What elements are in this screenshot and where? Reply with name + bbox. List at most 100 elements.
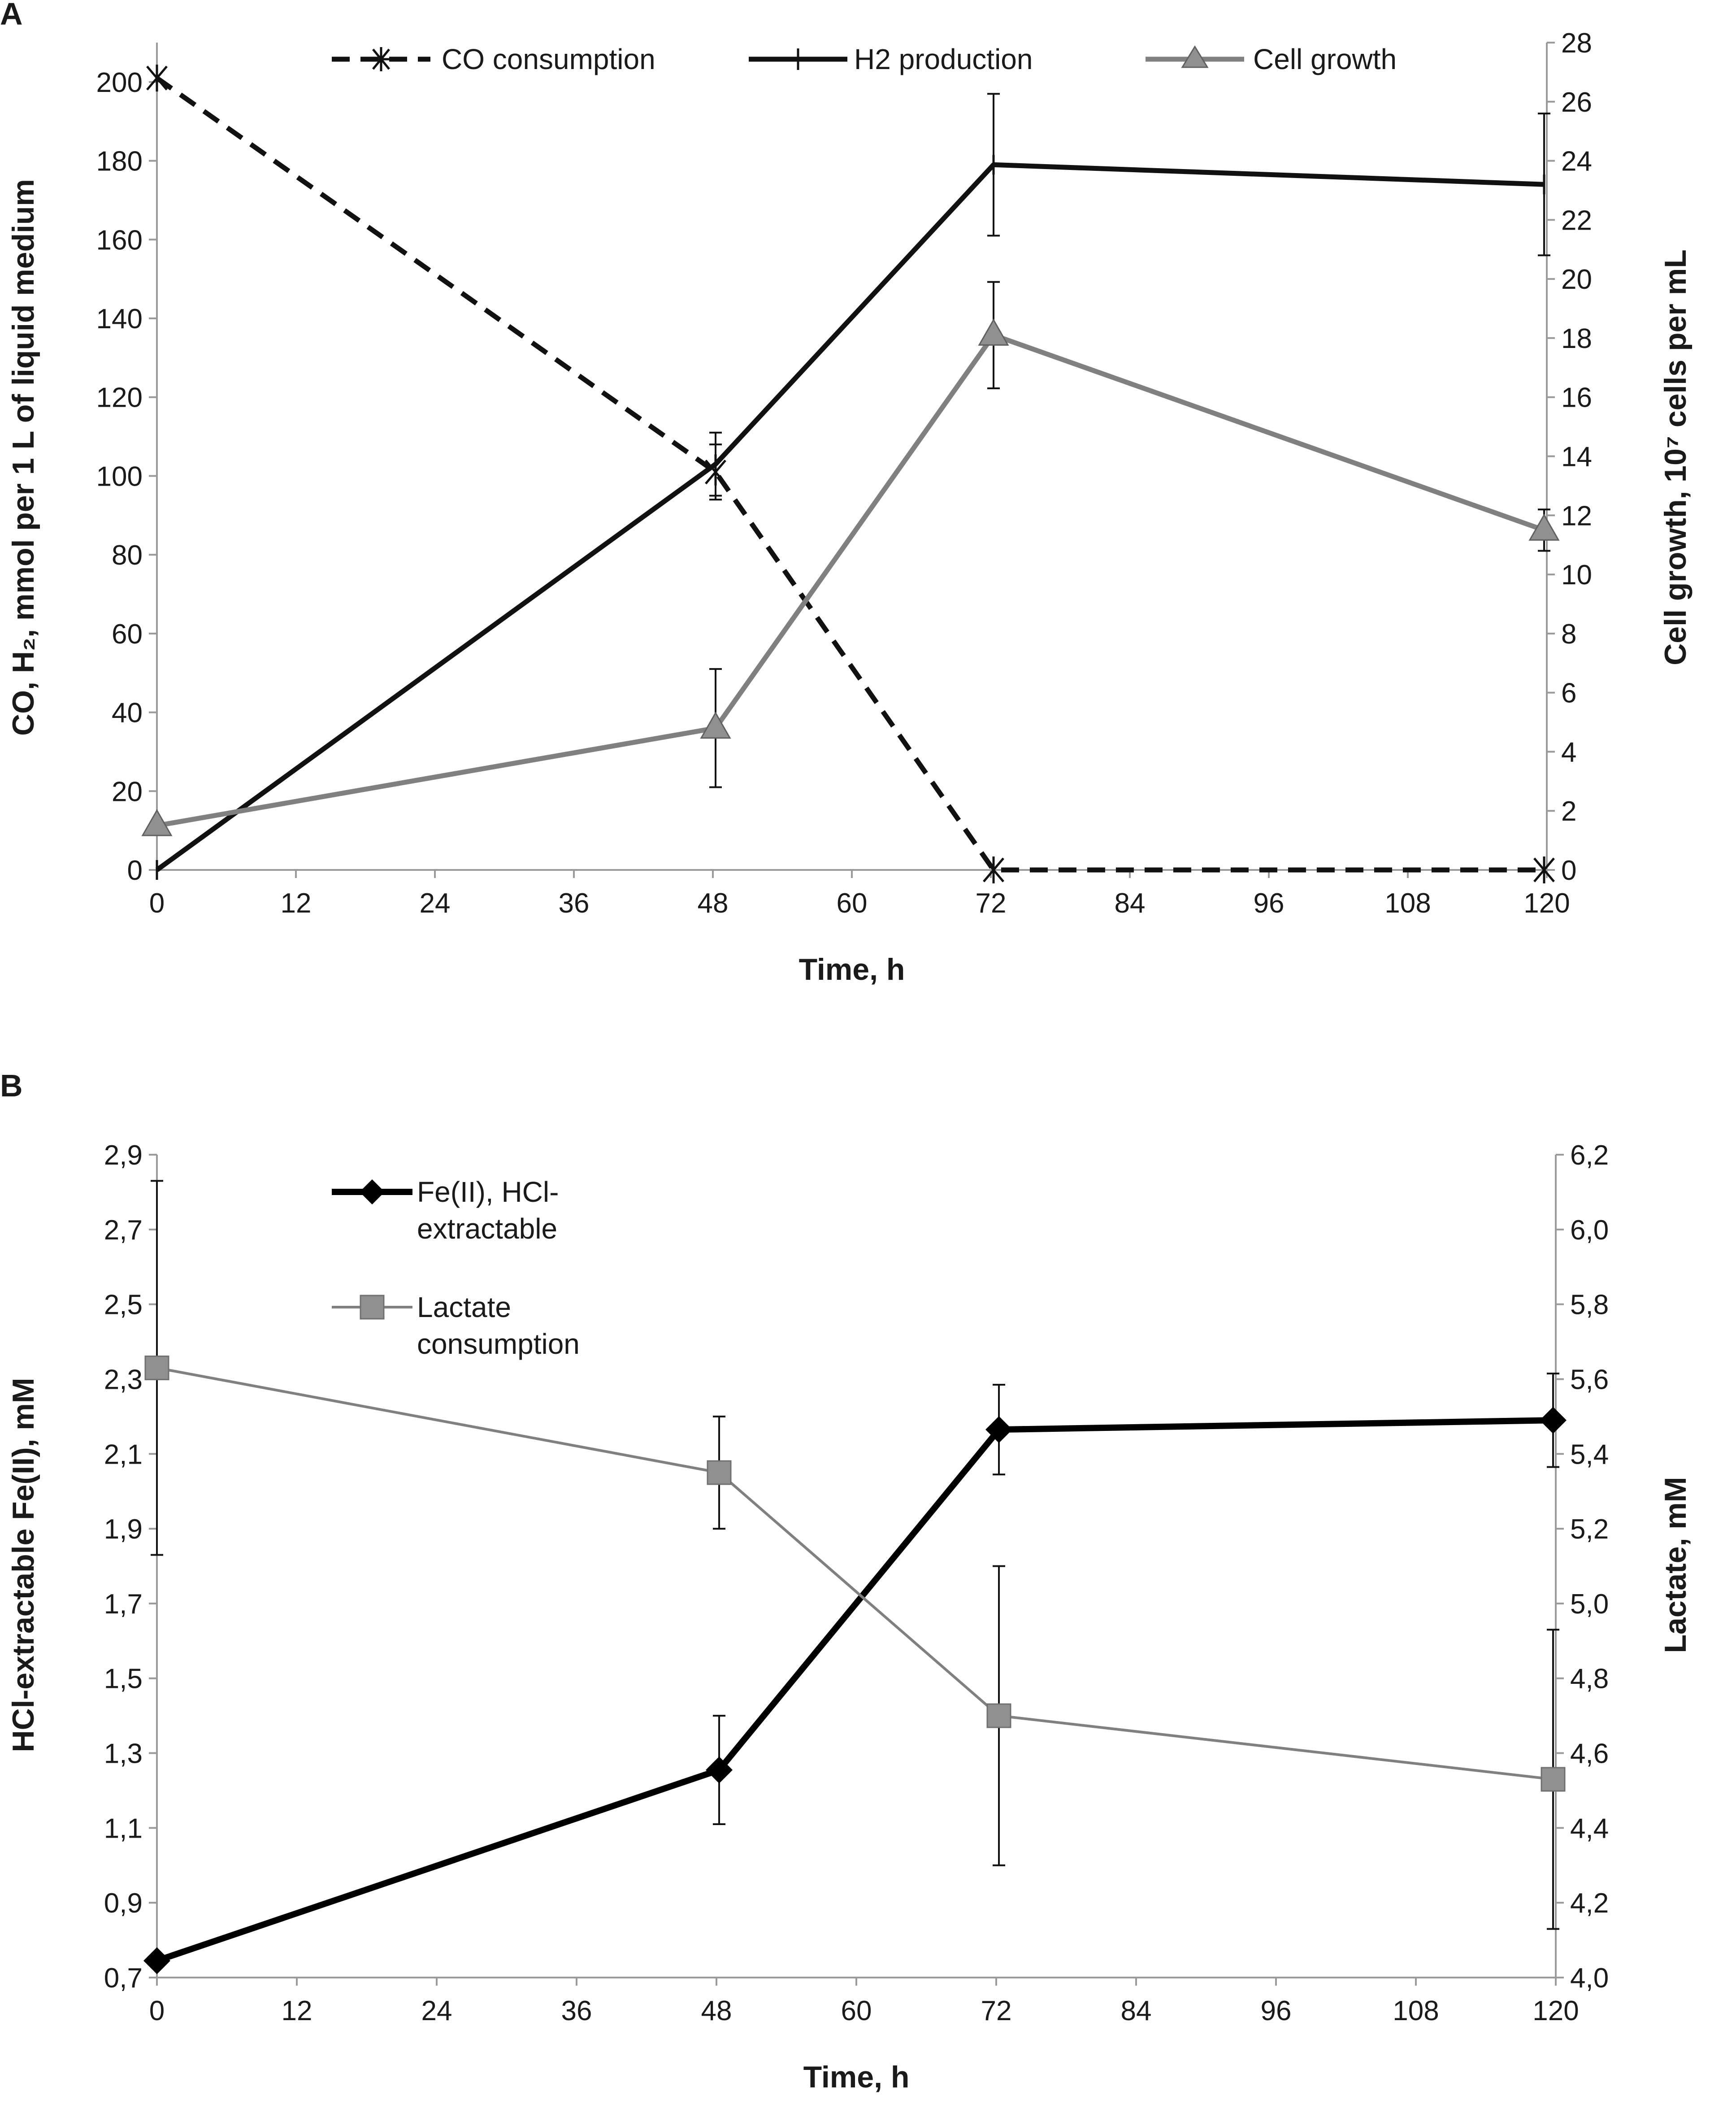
y2-tick-label: 5,2 bbox=[1570, 1514, 1609, 1545]
y2-tick-label: 5,0 bbox=[1570, 1589, 1609, 1620]
y-axis-label-b: HCl-extractable Fe(II), mM bbox=[6, 1378, 40, 1752]
legend-a: CO consumption H2 production Cell growth bbox=[332, 43, 1397, 75]
x-tick-label: 120 bbox=[1523, 888, 1570, 919]
x-tick-label: 96 bbox=[1254, 888, 1285, 919]
y2-tick-label: 5,6 bbox=[1570, 1364, 1609, 1395]
y2-tick-label: 4,8 bbox=[1570, 1664, 1609, 1695]
data-point-co-consumption bbox=[146, 65, 168, 92]
y2-tick-label: 28 bbox=[1561, 28, 1592, 59]
x-tick-label: 48 bbox=[701, 1995, 732, 2026]
data-point-lactate-consumption bbox=[707, 1460, 732, 1485]
legend-item-h2: H2 production bbox=[749, 43, 1033, 75]
x-tick-label: 84 bbox=[1121, 1995, 1152, 2026]
y2-tick-label: 6 bbox=[1561, 678, 1576, 709]
x-tick-label: 60 bbox=[837, 888, 868, 919]
square-marker-icon bbox=[360, 1295, 385, 1320]
x-axis-label-b: Time, h bbox=[803, 2060, 910, 2094]
y2-ticks-b: 4,0 4,2 4,4 4,6 4,8 5,0 5,2 5,4 5,6 5,8 6,0 6,2 bbox=[1556, 1140, 1609, 1994]
legend-label-h2: H2 production bbox=[854, 43, 1033, 75]
data-point-fe-ii-hcl-extractable bbox=[143, 1947, 170, 1974]
y-axis-label-a: CO, H₂, mmol per 1 L of liquid medium bbox=[6, 179, 40, 736]
triangle-marker-icon bbox=[1181, 45, 1209, 68]
x-tick-label: 72 bbox=[981, 1995, 1012, 2026]
y2-tick-label: 2 bbox=[1561, 796, 1576, 827]
data-point-lactate-consumption bbox=[986, 1703, 1011, 1728]
y2-tick-label: 22 bbox=[1561, 205, 1592, 236]
x-tick-label: 108 bbox=[1384, 888, 1431, 919]
y2-tick-label: 4,6 bbox=[1570, 1739, 1609, 1769]
series-line-fe-ii-hcl-extractable bbox=[156, 1417, 1554, 1964]
asterisk-marker-icon bbox=[370, 47, 392, 71]
legend-label-cells: Cell growth bbox=[1253, 43, 1397, 75]
y2-tick-label: 24 bbox=[1561, 146, 1592, 177]
x-tick-label: 36 bbox=[559, 888, 590, 919]
y-tick-label: 80 bbox=[112, 540, 143, 571]
y2-tick-label: 8 bbox=[1561, 619, 1576, 650]
y-tick-label: 20 bbox=[112, 776, 143, 807]
y-tick-label: 2,3 bbox=[104, 1364, 143, 1395]
y-ticks-b: 0,7 0,9 1,1 1,3 1,5 1,7 1,9 2,1 2,3 2,5 2,7 2,9 bbox=[104, 1140, 157, 1994]
x-axis-label-a: Time, h bbox=[799, 952, 905, 987]
x-tick-label: 36 bbox=[561, 1995, 592, 2026]
y-tick-label: 200 bbox=[96, 67, 143, 98]
y-tick-label: 0,7 bbox=[104, 1963, 143, 1994]
y-tick-label: 60 bbox=[112, 619, 143, 650]
y-tick-label: 2,1 bbox=[104, 1439, 143, 1470]
x-tick-label: 12 bbox=[281, 888, 312, 919]
x-tick-label: 72 bbox=[976, 888, 1007, 919]
series-line-lactate-consumption bbox=[156, 1366, 1554, 1781]
panel-label-b: B bbox=[0, 1068, 23, 1103]
y2-tick-label: 4,0 bbox=[1570, 1963, 1609, 1994]
data-point-fe-ii-hcl-extractable bbox=[706, 1756, 733, 1784]
y-tick-label: 2,5 bbox=[104, 1290, 143, 1321]
data-point-cell-growth bbox=[141, 809, 173, 836]
y-tick-label: 2,7 bbox=[104, 1215, 143, 1246]
data-point-co-consumption bbox=[983, 856, 1004, 883]
y-tick-label: 0,9 bbox=[104, 1888, 143, 1919]
chart-panel-a: A 0 12 24 36 48 60 72 84 96 108 120 02040608010012… bbox=[0, 0, 1693, 987]
series-line-cell-growth bbox=[156, 332, 1545, 828]
data-point-lactate-consumption bbox=[1541, 1767, 1566, 1792]
legend-item-co: CO consumption bbox=[332, 43, 655, 75]
legend-label-fe-line1: Fe(II), HCl- bbox=[417, 1176, 559, 1208]
y-tick-label: 1,7 bbox=[104, 1589, 143, 1620]
y2-tick-label: 18 bbox=[1561, 323, 1592, 354]
x-ticks-a: 0 12 24 36 48 60 72 84 96 108 120 bbox=[149, 870, 1570, 919]
chart-panel-b: B 0 12 24 36 48 60 72 84 96 108 120 0,7 0,9 1,1 1,3 1,… bbox=[0, 1068, 1693, 2094]
y-tick-label: 0 bbox=[127, 855, 143, 886]
y-tick-label: 1,5 bbox=[104, 1664, 143, 1695]
x-tick-label: 84 bbox=[1115, 888, 1146, 919]
data-point-fe-ii-hcl-extractable bbox=[1540, 1407, 1567, 1434]
y-tick-label: 120 bbox=[96, 383, 143, 413]
x-tick-label: 0 bbox=[149, 888, 165, 919]
series-group-a bbox=[141, 65, 1560, 883]
y2-tick-label: 10 bbox=[1561, 560, 1592, 591]
y2-tick-label: 20 bbox=[1561, 264, 1592, 295]
y2-tick-label: 26 bbox=[1561, 87, 1592, 118]
y2-tick-label: 5,4 bbox=[1570, 1439, 1609, 1470]
x-ticks-b: 0 12 24 36 48 60 72 84 96 108 120 bbox=[149, 1978, 1579, 2026]
x-tick-label: 120 bbox=[1532, 1995, 1579, 2026]
series-line-h2-production bbox=[155, 162, 1545, 872]
data-point-cell-growth bbox=[1528, 513, 1560, 541]
y2-axis-label-b: Lactate, mM bbox=[1658, 1477, 1693, 1653]
data-point-cell-growth bbox=[700, 711, 731, 739]
y-tick-label: 40 bbox=[112, 698, 143, 729]
legend-item-lactate: Lactate consumption bbox=[332, 1291, 580, 1360]
y2-tick-label: 0 bbox=[1561, 855, 1576, 886]
legend-item-fe: Fe(II), HCl- extractable bbox=[332, 1176, 559, 1245]
y-tick-label: 1,1 bbox=[104, 1813, 143, 1844]
y-tick-label: 1,3 bbox=[104, 1739, 143, 1769]
y2-tick-label: 5,8 bbox=[1570, 1290, 1609, 1321]
y-tick-label: 140 bbox=[96, 304, 143, 335]
y-tick-label: 180 bbox=[96, 146, 143, 177]
x-tick-label: 108 bbox=[1393, 1995, 1439, 2026]
legend-label-fe-line2: extractable bbox=[417, 1213, 557, 1245]
y2-axis-label-a: Cell growth, 10⁷ cells per mL bbox=[1658, 249, 1693, 665]
y-tick-label: 160 bbox=[96, 225, 143, 256]
y-tick-label: 1,9 bbox=[104, 1514, 143, 1545]
x-tick-label: 96 bbox=[1261, 1995, 1292, 2026]
data-point-fe-ii-hcl-extractable bbox=[985, 1416, 1012, 1443]
x-tick-label: 60 bbox=[841, 1995, 872, 2026]
series-line-co-consumption bbox=[155, 76, 1544, 873]
